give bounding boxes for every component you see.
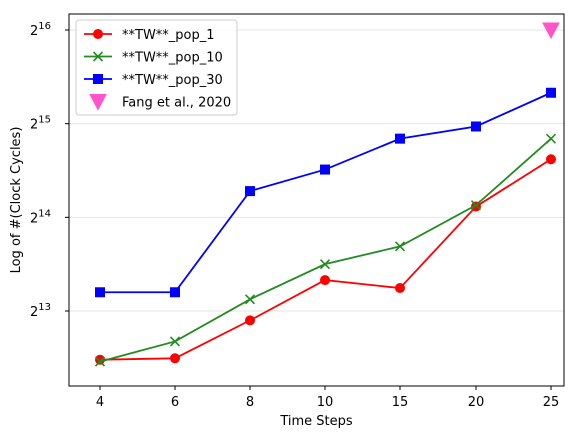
data-point: [471, 121, 481, 132]
y-tick-exponent: 13: [38, 302, 51, 313]
data-point: [394, 241, 406, 252]
data-point: [545, 133, 557, 144]
legend-label: **TW**_pop_30: [122, 73, 223, 88]
y-tick-exponent: 16: [38, 21, 51, 32]
x-tick-label: 20: [468, 395, 485, 410]
legend-box: [75, 19, 238, 116]
y-tick-label: 213: [30, 302, 51, 320]
legend-marker: [92, 51, 104, 62]
y-tick-base: 2: [30, 24, 38, 39]
x-axis-label: Time Steps: [279, 414, 353, 429]
series-layer: [94, 22, 560, 367]
y-tick-label: 216: [30, 21, 51, 39]
plot-frame: [68, 13, 565, 387]
x-tick-label: 10: [317, 395, 334, 410]
data-point: [395, 133, 405, 144]
data-point: [546, 87, 556, 98]
series-line: [100, 91, 552, 294]
data-point: [245, 315, 255, 326]
data-point: [244, 294, 256, 305]
y-tick-base: 2: [30, 305, 38, 320]
x-tick-label: 4: [96, 395, 104, 410]
series-triangle-down: [542, 22, 560, 40]
series-square: [95, 87, 556, 298]
legend: **TW**_pop_1 **TW**_pop_10 **TW**_pop_30 Fa…: [75, 19, 238, 116]
legend-label: Fang et al., 2020: [122, 96, 231, 111]
y-tick-base: 2: [30, 211, 38, 226]
y-tick-exponent: 14: [38, 208, 51, 219]
x-tick-label: 6: [171, 395, 179, 410]
x-axis: 4 6 8 10 15 20 25: [96, 386, 559, 410]
data-point: [170, 287, 180, 298]
data-point: [320, 164, 330, 175]
data-point: [95, 354, 105, 365]
data-point: [319, 259, 331, 270]
x-tick-label: 8: [246, 395, 254, 410]
data-point: [245, 186, 255, 197]
x-tick-label: 25: [543, 395, 560, 410]
data-point: [170, 353, 180, 364]
data-point: [320, 275, 330, 286]
y-tick-label: 214: [30, 208, 51, 226]
data-point: [169, 336, 181, 347]
data-point: [94, 356, 106, 367]
x-tick-label: 15: [392, 395, 409, 410]
data-point: [95, 287, 105, 298]
y-axis-label: Log of #(Clock Cycles): [9, 127, 24, 274]
legend-marker: [93, 74, 103, 84]
legend-marker: [93, 29, 103, 39]
data-point: [542, 22, 560, 40]
legend-marker: [89, 94, 107, 111]
y-tick-base: 2: [30, 118, 38, 133]
y-tick-exponent: 15: [38, 115, 51, 126]
data-point: [470, 200, 482, 211]
legend-label: **TW**_pop_10: [122, 51, 223, 66]
legend-label: **TW**_pop_1: [122, 28, 215, 43]
data-point: [546, 154, 556, 165]
series-circle: [95, 154, 556, 365]
y-tick-label: 215: [30, 115, 51, 133]
series-x: [94, 133, 557, 367]
data-point: [395, 283, 405, 294]
series-line: [99, 158, 552, 361]
